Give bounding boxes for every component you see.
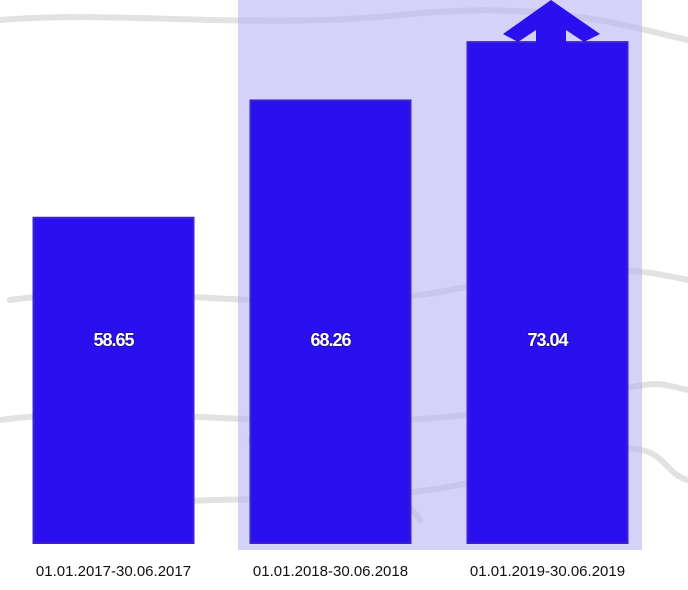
- value-label: 73.04: [527, 330, 568, 350]
- x-tick-label: 01.01.2019-30.06.2019: [470, 563, 625, 580]
- value-label: 68.26: [310, 330, 351, 350]
- up-arrow: [503, 0, 600, 78]
- value-label: 58.65: [93, 330, 134, 350]
- x-tick-label: 01.01.2017-30.06.2017: [36, 563, 191, 580]
- bar: [249, 99, 412, 544]
- bar: [32, 216, 195, 544]
- x-tick-label: 01.01.2018-30.06.2018: [253, 563, 408, 580]
- bar: [466, 41, 629, 544]
